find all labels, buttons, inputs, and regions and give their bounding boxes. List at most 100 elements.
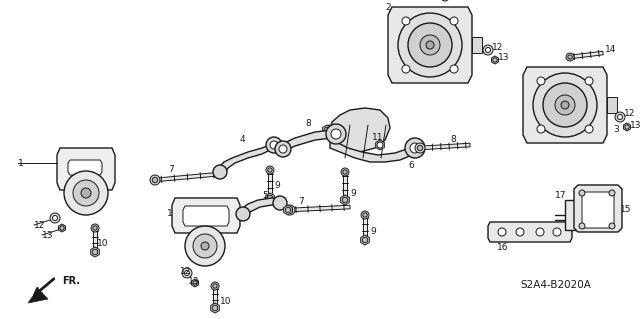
Circle shape [415,143,425,153]
Text: 13: 13 [42,231,54,240]
Circle shape [150,175,160,185]
Circle shape [325,125,335,135]
Polygon shape [364,215,367,240]
Circle shape [331,129,341,139]
Polygon shape [488,222,572,242]
Circle shape [579,223,585,229]
Circle shape [543,83,587,127]
Circle shape [60,226,64,230]
Text: 10: 10 [97,240,109,249]
Circle shape [516,228,524,236]
Text: 2: 2 [385,3,390,11]
Text: 9: 9 [370,227,376,236]
Text: FR.: FR. [62,276,80,286]
Circle shape [402,65,410,73]
Polygon shape [376,140,385,150]
Polygon shape [240,198,282,218]
Polygon shape [155,172,220,182]
Polygon shape [570,51,604,59]
Polygon shape [330,108,390,152]
Circle shape [93,226,97,230]
Circle shape [493,58,497,62]
Text: 1: 1 [18,159,24,167]
Polygon shape [218,142,278,175]
Circle shape [615,112,625,122]
Circle shape [213,165,227,179]
Polygon shape [361,235,369,245]
Circle shape [287,207,292,213]
Circle shape [585,77,593,85]
Circle shape [537,77,545,85]
Circle shape [426,41,434,49]
Circle shape [609,190,615,196]
Polygon shape [290,205,350,212]
Circle shape [201,242,209,250]
Circle shape [50,213,60,223]
Polygon shape [343,172,347,200]
Text: 8: 8 [305,118,311,128]
Circle shape [185,226,225,266]
Circle shape [363,213,367,217]
Circle shape [212,284,217,288]
Circle shape [537,125,545,133]
Circle shape [270,141,278,149]
Polygon shape [268,170,272,198]
Circle shape [420,35,440,55]
Circle shape [341,168,349,176]
Text: 13: 13 [630,121,640,130]
Circle shape [579,190,585,196]
Polygon shape [330,126,370,132]
Circle shape [182,268,192,278]
Polygon shape [623,123,630,131]
Circle shape [533,73,597,137]
Circle shape [486,48,490,53]
Polygon shape [28,289,48,303]
Circle shape [398,13,462,77]
Text: 13: 13 [498,53,509,62]
Circle shape [405,138,425,158]
Circle shape [585,125,593,133]
Circle shape [211,282,219,290]
Text: 7: 7 [298,197,304,206]
Text: 10: 10 [220,298,232,307]
Circle shape [342,197,348,203]
Circle shape [625,125,629,129]
Circle shape [609,223,615,229]
Text: 16: 16 [497,243,509,253]
Polygon shape [472,37,482,53]
Circle shape [327,127,333,133]
Circle shape [285,205,295,215]
Circle shape [193,234,217,258]
Text: 6: 6 [408,160,413,169]
Polygon shape [266,193,275,203]
Circle shape [536,228,544,236]
Polygon shape [191,279,198,287]
Text: 9: 9 [274,181,280,189]
Circle shape [91,224,99,232]
Circle shape [193,281,197,285]
Text: 5: 5 [262,191,268,201]
Polygon shape [340,195,349,205]
Circle shape [152,177,157,183]
Polygon shape [607,97,617,113]
Polygon shape [280,130,332,153]
Circle shape [81,188,91,198]
Text: 12: 12 [492,42,504,51]
Text: 14: 14 [605,46,616,55]
Text: 12: 12 [180,268,191,277]
Circle shape [402,17,410,25]
Text: 4: 4 [240,136,246,145]
Text: 1: 1 [167,209,173,218]
Circle shape [52,216,58,220]
Circle shape [561,101,569,109]
Polygon shape [420,143,470,150]
Text: 17: 17 [555,191,566,201]
Circle shape [553,228,561,236]
Circle shape [417,145,423,151]
Circle shape [498,228,506,236]
Circle shape [324,127,330,133]
Circle shape [184,271,189,276]
Circle shape [441,0,449,1]
Circle shape [268,168,272,172]
Bar [565,200,583,230]
